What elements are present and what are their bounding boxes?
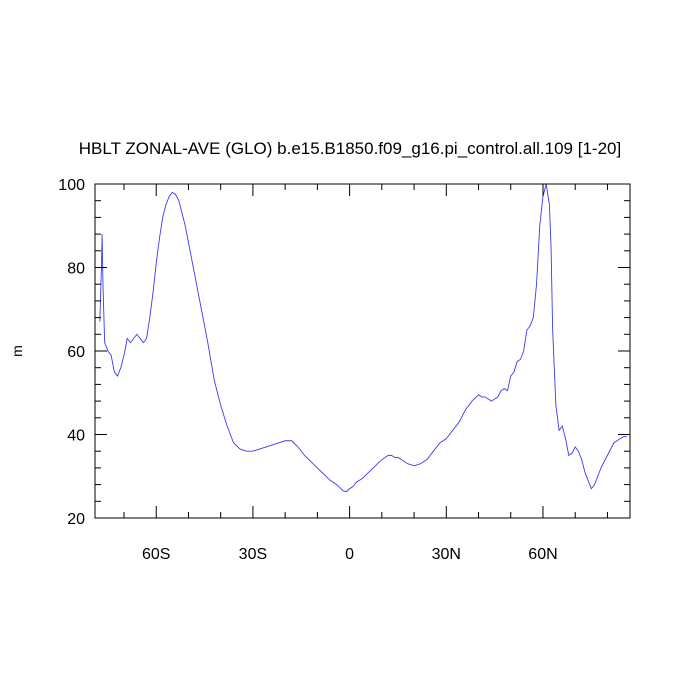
y-tick-label: 60 <box>67 344 85 361</box>
x-tick-label: 60N <box>528 546 557 563</box>
x-tick-label: 0 <box>345 546 354 563</box>
y-tick-label: 20 <box>67 511 85 528</box>
x-tick-label: 60S <box>142 546 170 563</box>
y-axis-label: m <box>9 345 25 357</box>
y-tick-label: 80 <box>67 261 85 278</box>
y-tick-label: 40 <box>67 428 85 445</box>
x-tick-label: 30S <box>239 546 267 563</box>
plot-frame <box>94 183 631 519</box>
series-line <box>99 183 627 493</box>
y-tick-label: 100 <box>58 177 85 194</box>
chart-title: HBLT ZONAL-AVE (GLO) b.e15.B1850.f09_g16… <box>78 139 622 158</box>
x-tick-label: 30N <box>432 546 461 563</box>
